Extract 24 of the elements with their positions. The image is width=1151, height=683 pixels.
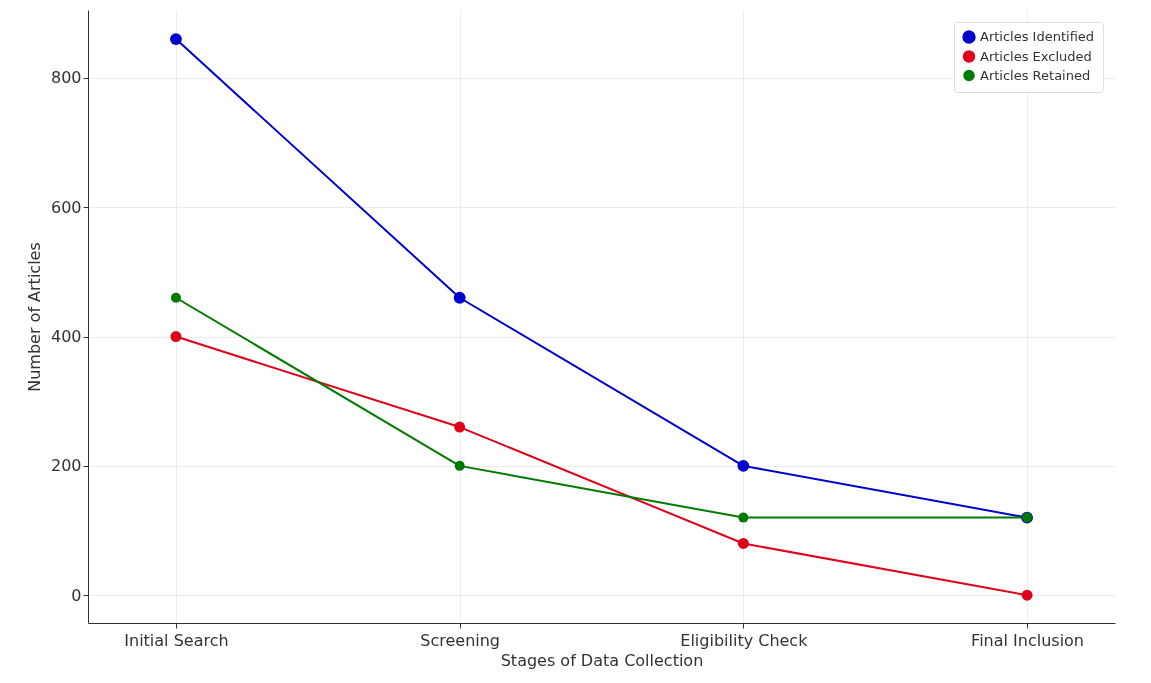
legend-label: Articles Excluded xyxy=(980,48,1092,64)
point xyxy=(454,421,466,433)
x-tick-label: Final Inclusion xyxy=(971,630,1085,650)
point xyxy=(737,538,749,549)
y-tick-label: 600 xyxy=(50,197,82,217)
x-tick-label: Eligibility Check xyxy=(680,630,809,650)
point xyxy=(170,292,181,303)
legend-label: Articles Retained xyxy=(980,67,1091,83)
y-axis-title: Number of Articles xyxy=(24,242,44,392)
x-tick-label: Initial Search xyxy=(124,630,229,650)
y-tick-label: 400 xyxy=(50,327,82,347)
point xyxy=(170,331,182,343)
y-tick-label: 800 xyxy=(50,68,82,88)
point xyxy=(737,459,750,472)
y-tick-label: 200 xyxy=(50,456,82,476)
point xyxy=(453,291,466,304)
point xyxy=(738,512,749,523)
point xyxy=(454,460,465,471)
x-axis-title: Stages of Data Collection xyxy=(500,650,704,670)
legend-label: Articles Identified xyxy=(980,29,1095,44)
point xyxy=(170,33,182,45)
x-tick-label: Screening xyxy=(420,630,501,650)
point xyxy=(1021,589,1033,601)
y-tick-label: 0 xyxy=(71,585,82,605)
